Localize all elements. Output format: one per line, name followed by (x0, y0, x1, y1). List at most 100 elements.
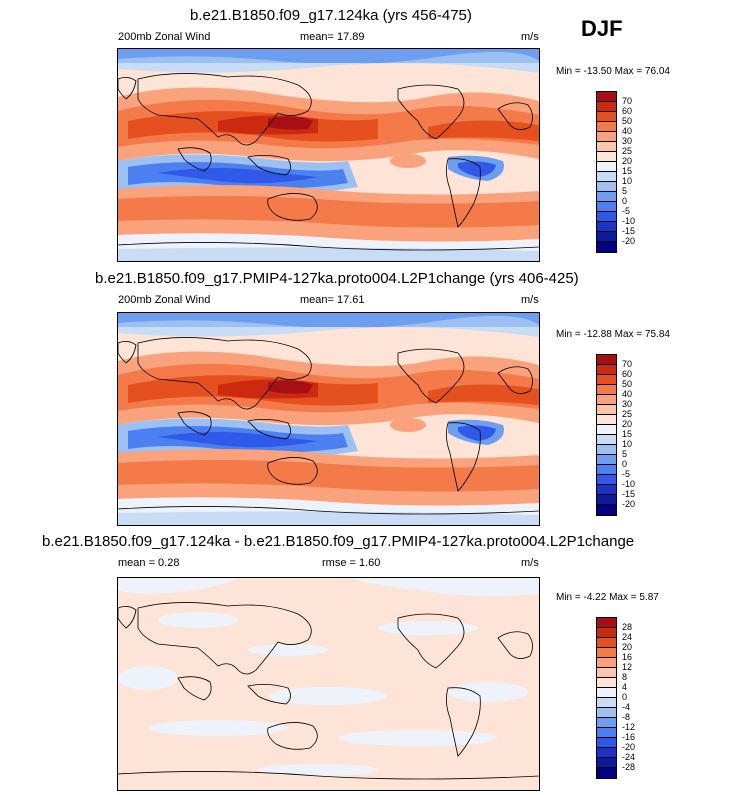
panel2-colorbar (596, 354, 617, 516)
colorbar-tick-label: -15 (622, 226, 636, 236)
colorbar-swatch (597, 728, 616, 738)
colorbar-swatch (597, 768, 616, 778)
panel3-map (117, 577, 540, 791)
colorbar-swatch (597, 132, 616, 142)
colorbar-tick-label: 10 (622, 439, 633, 449)
colorbar-swatch (597, 182, 616, 192)
colorbar-tick-label: -4 (622, 702, 631, 712)
colorbar-swatch (597, 375, 616, 385)
colorbar-tick-label: 20 (622, 156, 633, 166)
colorbar-tick-label: 0 (622, 196, 628, 206)
colorbar-swatch (597, 202, 616, 212)
colorbar-tick-label: 70 (622, 359, 633, 369)
panel3-minmax: Min = -4.22 Max = 5.87 (556, 592, 659, 603)
colorbar-swatch (597, 758, 616, 768)
colorbar-tick-label: -28 (622, 762, 636, 772)
colorbar-swatch (597, 638, 616, 648)
colorbar-swatch (597, 485, 616, 495)
colorbar-swatch (597, 212, 616, 222)
colorbar-tick-label: 20 (622, 419, 633, 429)
colorbar-tick-label: 15 (622, 166, 633, 176)
colorbar-tick-label: -20 (622, 499, 636, 509)
colorbar-swatch (597, 648, 616, 658)
colorbar-tick-label: -16 (622, 732, 636, 742)
colorbar-tick-label: 40 (622, 126, 633, 136)
colorbar-tick-label: 28 (622, 622, 633, 632)
colorbar-tick-label: -5 (622, 469, 631, 479)
colorbar-tick-label: 30 (622, 399, 633, 409)
colorbar-tick-label: 16 (622, 652, 633, 662)
colorbar-swatch (597, 628, 616, 638)
colorbar-swatch (597, 355, 616, 365)
colorbar-tick-label: 60 (622, 106, 633, 116)
colorbar-tick-label: 5 (622, 449, 628, 459)
colorbar-tick-label: -15 (622, 489, 636, 499)
colorbar-swatch (597, 425, 616, 435)
panel2-units: m/s (521, 294, 539, 306)
colorbar-tick-label: 8 (622, 672, 628, 682)
panel1-title: b.e21.B1850.f09_g17.124ka (yrs 456-475) (190, 7, 472, 24)
colorbar-tick-label: 60 (622, 369, 633, 379)
colorbar-swatch (597, 122, 616, 132)
panel3-units: m/s (521, 557, 539, 569)
colorbar-tick-label: 70 (622, 96, 633, 106)
panel2-title: b.e21.B1850.f09_g17.PMIP4-127ka.proto004… (95, 270, 579, 287)
colorbar-tick-label: -8 (622, 712, 631, 722)
colorbar-tick-label: 25 (622, 409, 633, 419)
colorbar-swatch (597, 415, 616, 425)
colorbar-tick-label: -5 (622, 206, 631, 216)
panel3-title: b.e21.B1850.f09_g17.124ka - b.e21.B1850.… (42, 533, 635, 550)
panel3-colorbar (596, 617, 617, 779)
colorbar-swatch (597, 475, 616, 485)
colorbar-swatch (597, 395, 616, 405)
colorbar-swatch (597, 495, 616, 505)
colorbar-tick-label: 12 (622, 662, 633, 672)
colorbar-swatch (597, 748, 616, 758)
panel2-minmax: Min = -12.88 Max = 75.84 (556, 329, 670, 340)
colorbar-swatch (597, 102, 616, 112)
colorbar-swatch (597, 465, 616, 475)
colorbar-swatch (597, 152, 616, 162)
panel3-map-svg (118, 578, 539, 790)
colorbar-tick-label: -12 (622, 722, 636, 732)
colorbar-swatch (597, 618, 616, 628)
colorbar-swatch (597, 455, 616, 465)
colorbar-swatch (597, 232, 616, 242)
colorbar-swatch (597, 445, 616, 455)
colorbar-tick-label: 15 (622, 429, 633, 439)
colorbar-swatch (597, 365, 616, 375)
colorbar-tick-label: 25 (622, 146, 633, 156)
colorbar-swatch (597, 658, 616, 668)
panel1-colorbar (596, 91, 617, 253)
colorbar-swatch (597, 192, 616, 202)
colorbar-swatch (597, 172, 616, 182)
colorbar-tick-label: 20 (622, 642, 633, 652)
colorbar-tick-label: -10 (622, 216, 636, 226)
colorbar-swatch (597, 698, 616, 708)
colorbar-swatch (597, 385, 616, 395)
colorbar-swatch (597, 242, 616, 252)
colorbar-swatch (597, 678, 616, 688)
colorbar-swatch (597, 738, 616, 748)
colorbar-tick-label: 5 (622, 186, 628, 196)
colorbar-tick-label: -20 (622, 236, 636, 246)
panel2-map (117, 312, 540, 526)
colorbar-tick-label: 0 (622, 692, 628, 702)
panel2-map-svg (118, 313, 539, 525)
colorbar-swatch (597, 708, 616, 718)
colorbar-swatch (597, 112, 616, 122)
colorbar-tick-label: -10 (622, 479, 636, 489)
panel1-map (117, 48, 540, 262)
panel1-variable-label: 200mb Zonal Wind (118, 31, 211, 43)
colorbar-swatch (597, 142, 616, 152)
colorbar-swatch (597, 505, 616, 515)
panel2-variable-label: 200mb Zonal Wind (118, 294, 211, 306)
colorbar-tick-label: 50 (622, 379, 633, 389)
panel3-rmse: rmse = 1.60 (322, 557, 381, 569)
panel1-mean: mean= 17.89 (300, 31, 365, 43)
colorbar-tick-label: 4 (622, 682, 628, 692)
colorbar-tick-label: 30 (622, 136, 633, 146)
colorbar-swatch (597, 718, 616, 728)
colorbar-swatch (597, 222, 616, 232)
panel1-map-svg (118, 49, 539, 261)
